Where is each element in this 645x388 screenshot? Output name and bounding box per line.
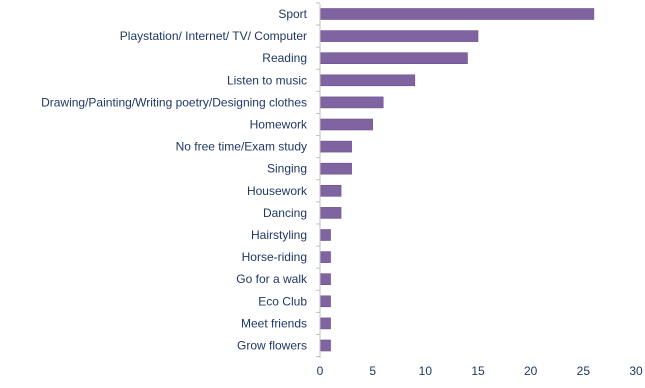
bar-listen-to-music	[319, 74, 416, 87]
category-label: Playstation/ Internet/ TV/ Computer	[120, 29, 307, 43]
x-tick-label: 20	[524, 364, 538, 378]
axis-layer	[316, 2, 321, 358]
category-label: Homework	[250, 118, 308, 132]
x-tick-label: 10	[419, 364, 433, 378]
category-label: Eco Club	[258, 294, 307, 308]
category-label: Grow flowers	[237, 339, 307, 353]
bar-playstation-internet-tv-computer	[319, 30, 479, 42]
category-label: Hairstyling	[251, 228, 307, 242]
category-label: Sport	[278, 7, 307, 21]
bar-horse-riding	[319, 251, 331, 263]
bar-grow-flowers	[319, 339, 331, 352]
bar-homework	[319, 118, 373, 131]
bar-eco-club	[319, 295, 331, 308]
x-tick-label: 5	[369, 364, 376, 378]
tick-labels-layer: 0 5 10 15 20 25 30	[317, 364, 643, 378]
x-tick-label: 25	[577, 364, 591, 378]
bar-hairstyling	[319, 229, 331, 241]
bar-no-free-time-exam-study	[319, 140, 352, 153]
bar-dancing	[319, 207, 342, 219]
category-label: Housework	[247, 184, 308, 198]
category-label: Listen to music	[227, 73, 307, 87]
category-label: Go for a walk	[236, 272, 308, 286]
bar-go-for-a-walk	[319, 273, 331, 286]
bar-meet-friends	[319, 317, 331, 330]
category-label: Reading	[262, 51, 307, 65]
category-label: Meet friends	[241, 316, 307, 330]
category-label: Horse-riding	[242, 250, 307, 264]
bar-housework	[319, 185, 342, 197]
x-tick-label: 15	[471, 364, 485, 378]
bar-singing	[319, 162, 352, 175]
category-labels-layer: Sport Playstation/ Internet/ TV/ Computer…	[41, 7, 308, 353]
category-label: Drawing/Painting/Writing poetry/Designin…	[41, 95, 307, 109]
category-label: Dancing	[263, 206, 307, 220]
bars-layer	[319, 8, 595, 352]
category-label: No free time/Exam study	[176, 140, 307, 154]
bar-sport	[319, 8, 595, 20]
bar-reading	[319, 52, 468, 65]
category-label: Singing	[267, 162, 307, 176]
x-tick-label: 30	[629, 364, 643, 378]
bar-drawing-painting-writing-poetry-designing-clothes	[319, 96, 384, 109]
x-tick-label: 0	[317, 364, 324, 378]
